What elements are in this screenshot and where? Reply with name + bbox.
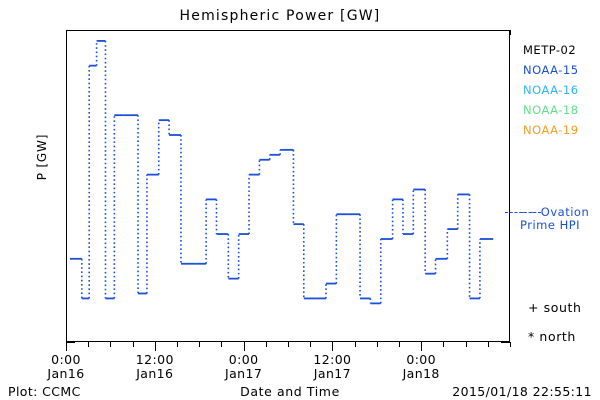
x-axis-title: Date and Time xyxy=(240,384,340,399)
y-axis-title: P [GW] xyxy=(35,133,49,181)
x-tick-major xyxy=(421,342,423,351)
x-tick-label: 12:00 Jan17 xyxy=(287,353,377,381)
x-tick-minor xyxy=(510,342,511,347)
x-tick-minor xyxy=(288,342,289,347)
x-tick-label: 0:00 Jan16 xyxy=(21,353,111,381)
ovation-label-line2: Prime HPI xyxy=(520,218,581,232)
x-tick-minor xyxy=(132,342,134,347)
data-series-noaa-15 xyxy=(69,40,494,305)
x-tick-minor xyxy=(265,342,267,347)
x-tick-label-time: 12:00 xyxy=(135,352,174,367)
x-tick-label-time: 12:00 xyxy=(313,352,352,367)
legend-item-metp-02: METP-02 xyxy=(523,43,577,57)
x-tick-minor-top xyxy=(510,30,511,35)
footer-plot-source: Plot: CCMC xyxy=(8,384,81,399)
chart-title: Hemispheric Power [GW] xyxy=(179,8,381,24)
x-tick-label-date: Jan18 xyxy=(402,366,440,381)
x-tick-label-time: 0:00 xyxy=(228,352,259,367)
x-tick-label: 0:00 Jan17 xyxy=(199,353,289,381)
y-tick-major-right xyxy=(501,342,510,343)
x-tick-major xyxy=(243,342,245,351)
x-tick-minor xyxy=(221,342,223,347)
x-tick-minor xyxy=(443,342,445,347)
x-tick-label-date: Jan17 xyxy=(313,366,351,381)
x-tick-major xyxy=(154,342,156,351)
legend-item-noaa-18: NOAA-18 xyxy=(523,103,579,117)
footer-timestamp: 2015/01/18 22:55:11 xyxy=(452,384,592,399)
x-tick-major xyxy=(332,342,334,351)
legend-item-noaa-15: NOAA-15 xyxy=(523,63,579,77)
x-tick-label-date: Jan16 xyxy=(47,366,85,381)
x-tick-minor xyxy=(487,342,489,347)
legend-item-ovation-prime-hpi: – – Ovation Prime HPI xyxy=(520,206,589,232)
x-tick-minor xyxy=(465,342,467,347)
plot-area xyxy=(66,30,510,342)
legend-symbol-north: * north xyxy=(528,329,576,344)
x-tick-major xyxy=(66,342,67,351)
ovation-label-line1: – – Ovation xyxy=(520,205,590,219)
x-tick-label-date: Jan16 xyxy=(136,366,174,381)
ovation-prime-line-sample xyxy=(505,212,541,213)
x-tick-minor xyxy=(354,342,356,347)
legend-item-noaa-16: NOAA-16 xyxy=(523,83,579,97)
x-tick-minor xyxy=(310,342,312,347)
x-tick-label: 0:00 Jan18 xyxy=(376,353,466,381)
legend-symbol-south: + south xyxy=(528,300,582,315)
plot-canvas xyxy=(67,31,509,341)
x-tick-minor xyxy=(177,342,178,347)
x-tick-label-time: 0:00 xyxy=(51,352,81,367)
x-tick-minor xyxy=(110,342,112,347)
x-tick-minor xyxy=(88,342,90,347)
x-tick-minor xyxy=(399,342,400,347)
x-tick-label-date: Jan17 xyxy=(225,366,263,381)
y-tick-major xyxy=(66,342,75,343)
x-tick-minor xyxy=(376,342,378,347)
legend-item-noaa-19: NOAA-19 xyxy=(523,123,579,137)
x-tick-minor xyxy=(199,342,201,347)
legend: METP-02 NOAA-15 NOAA-16 NOAA-18 NOAA-19 xyxy=(523,40,600,140)
x-tick-label-time: 0:00 xyxy=(406,352,437,367)
x-tick-label: 12:00 Jan16 xyxy=(110,353,200,381)
